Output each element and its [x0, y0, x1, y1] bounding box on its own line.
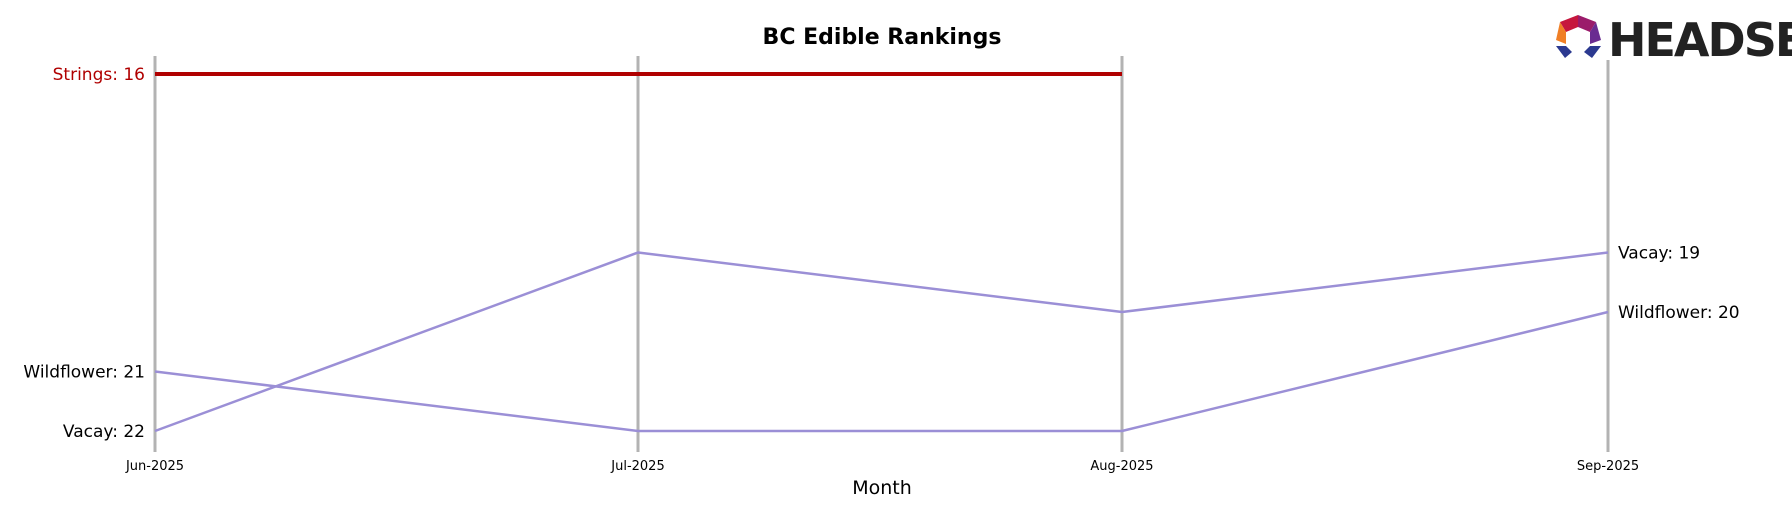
start-label-vacay: Vacay: 22	[63, 422, 145, 442]
series-lines	[154, 72, 1609, 433]
grid-lines	[153, 56, 1610, 452]
series-line-wildflower	[154, 310, 1609, 433]
x-tick-label-aug-2025: Aug-2025	[1090, 459, 1153, 474]
x-tick-label-jun-2025: Jun-2025	[125, 459, 184, 474]
start-label-strings: Strings: 16	[53, 65, 145, 85]
headset-logo-icon	[1556, 15, 1601, 58]
x-ticks: Jun-2025 Jul-2025 Aug-2025 Sep-2025	[125, 459, 1639, 474]
logo-text: HEADSET	[1608, 13, 1792, 67]
start-label-wildflower: Wildflower: 21	[23, 363, 145, 383]
headset-logo: HEADSET	[1556, 13, 1792, 67]
series-labels: Strings: 16 Vacay: 22 Vacay: 19 Wildflower:…	[23, 65, 1739, 442]
x-tick-label-sep-2025: Sep-2025	[1577, 459, 1639, 474]
x-tick-label-jul-2025: Jul-2025	[610, 459, 664, 474]
series-line-vacay	[154, 251, 1609, 433]
x-axis-label: Month	[852, 477, 912, 499]
end-label-wildflower: Wildflower: 20	[1618, 303, 1740, 323]
end-label-vacay: Vacay: 19	[1618, 244, 1700, 264]
chart-title: BC Edible Rankings	[763, 25, 1002, 50]
